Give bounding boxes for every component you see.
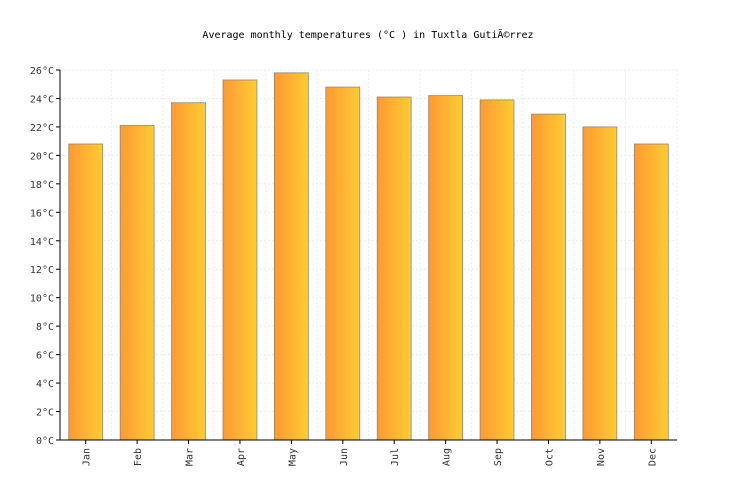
grid-lines	[60, 69, 678, 441]
bar-mar	[171, 102, 206, 441]
y-tick-label: 20°C	[30, 151, 54, 162]
bar-dec	[633, 143, 669, 441]
x-tick-label: Mar	[185, 448, 196, 466]
y-tick-label: 26°C	[30, 66, 54, 77]
x-tick-label: Nov	[596, 448, 607, 466]
x-tick-label: Jul	[390, 448, 401, 466]
bar-aug	[428, 95, 463, 441]
y-tick-label: 8°C	[36, 322, 54, 333]
y-axis-ticks: 0°C 2°C 4°C 6°C 8°C 10°C 12°C 14°C 16°C 18°C 20°C 2…	[30, 66, 60, 447]
bar-feb	[119, 125, 155, 441]
chart-title: Average monthly temperatures (°C ) in Tu…	[202, 28, 533, 41]
bar-jul	[376, 96, 412, 441]
bar-oct	[531, 113, 566, 441]
bar-jan	[68, 143, 104, 441]
y-tick-label: 4°C	[36, 379, 54, 390]
x-tick-label: Apr	[236, 448, 247, 466]
y-tick-label: 16°C	[30, 208, 54, 219]
bar-sep	[479, 99, 515, 441]
y-tick-label: 12°C	[30, 265, 54, 276]
x-tick-label: Jun	[339, 448, 350, 466]
y-tick-label: 24°C	[30, 94, 54, 105]
x-tick-label: Dec	[647, 448, 658, 466]
y-tick-label: 0°C	[36, 436, 54, 447]
y-tick-label: 2°C	[36, 408, 54, 419]
bar-may	[274, 72, 309, 441]
x-tick-label: Jan	[82, 448, 93, 466]
x-tick-label: Aug	[442, 448, 453, 466]
bar-apr	[222, 79, 258, 441]
y-tick-label: 18°C	[30, 180, 54, 191]
bars	[68, 72, 669, 441]
y-tick-label: 22°C	[30, 123, 54, 134]
y-tick-label: 6°C	[36, 351, 54, 362]
y-tick-label: 10°C	[30, 294, 54, 305]
x-axis-ticks: Jan Feb Mar Apr May Jun Jul Aug Sep Oct Nov Dec	[82, 440, 658, 466]
x-tick-label: May	[287, 448, 298, 466]
y-tick-label: 14°C	[30, 237, 54, 248]
x-tick-label: Feb	[133, 448, 144, 466]
bar-nov	[582, 126, 618, 441]
bar-jun	[325, 86, 361, 441]
x-tick-label: Oct	[544, 448, 555, 466]
x-tick-label: Sep	[493, 448, 504, 466]
